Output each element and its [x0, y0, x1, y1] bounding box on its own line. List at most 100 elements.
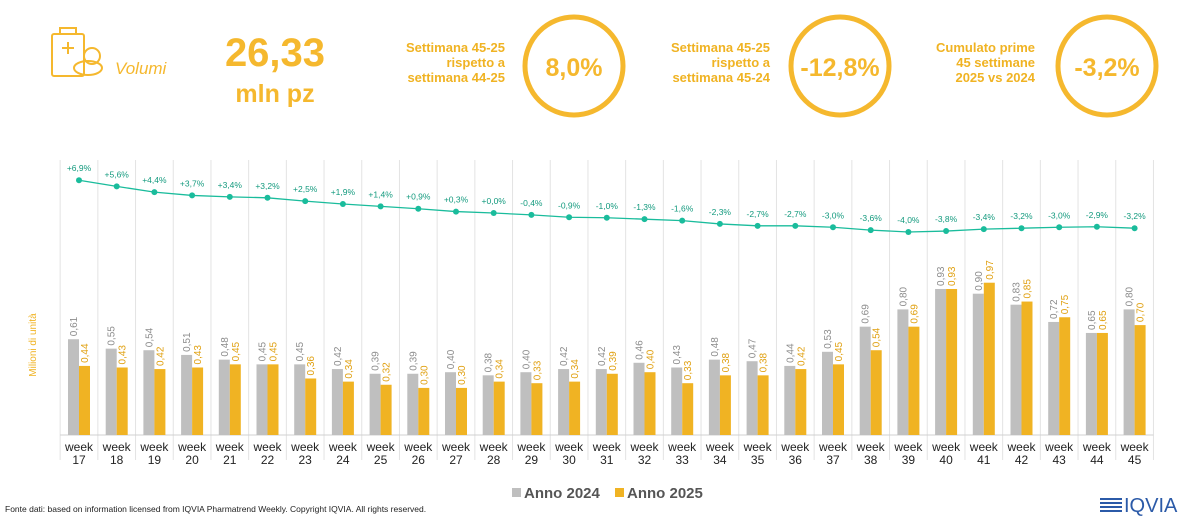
legend-swatch	[512, 488, 521, 497]
bar	[520, 372, 532, 435]
bar	[218, 359, 230, 435]
bar	[192, 367, 204, 435]
growth-point	[113, 183, 120, 190]
kpi-circle	[1055, 14, 1159, 118]
growth-label: +1,4%	[368, 189, 393, 199]
x-tick-label: week 18	[102, 440, 131, 467]
value-label: 0,69	[861, 304, 872, 324]
value-label: 0,75	[1060, 294, 1071, 314]
header-label: Volumi	[115, 59, 168, 78]
x-tick-label: week 24	[328, 440, 357, 467]
bar	[719, 375, 731, 435]
kpi-value: 8,0%	[546, 54, 603, 82]
bar	[68, 339, 79, 435]
value-label: 0,55	[107, 326, 118, 346]
x-tick-label: week 41	[969, 440, 998, 467]
growth-label: +0,0%	[482, 196, 507, 206]
growth-label: -3,2%	[1010, 211, 1033, 221]
growth-point	[528, 211, 535, 218]
bar	[105, 348, 117, 435]
bar	[305, 378, 317, 435]
x-tick-label: week 37	[818, 440, 847, 467]
x-tick-label: week 33	[668, 440, 697, 467]
growth-point	[490, 210, 497, 216]
bar	[1085, 332, 1097, 435]
growth-label: -4,0%	[897, 215, 920, 225]
value-label: 0,39	[608, 351, 619, 371]
value-label: 0,44	[80, 343, 91, 363]
x-tick-label: week 21	[215, 440, 244, 467]
value-label: 0,38	[759, 352, 770, 372]
bar	[682, 383, 694, 435]
bar	[418, 387, 430, 435]
growth-point	[754, 222, 761, 229]
x-tick-label: week 43	[1045, 440, 1074, 467]
growth-label: +3,2%	[255, 181, 280, 191]
value-label: 0,34	[570, 359, 581, 379]
bar	[972, 293, 984, 435]
value-label: 0,40	[446, 349, 457, 369]
growth-label: +3,7%	[180, 178, 205, 188]
kpi-circle	[788, 14, 892, 118]
value-label: 0,33	[532, 360, 543, 380]
bar	[407, 373, 419, 435]
x-tick-label: week 22	[253, 440, 282, 467]
x-tick-label: week 28	[479, 440, 508, 467]
x-tick-label: week 29	[517, 440, 546, 467]
kpi-text: Settimana 45-25 rispetto a settimana 44-…	[406, 40, 505, 85]
bar	[897, 309, 909, 435]
value-label: 0,93	[936, 266, 947, 286]
growth-point	[830, 224, 836, 231]
bar	[143, 350, 155, 435]
growth-label: +0,9%	[406, 192, 431, 202]
bar	[380, 384, 392, 435]
value-label: 0,43	[672, 345, 683, 365]
growth-label: -3,0%	[1048, 210, 1071, 220]
growth-point	[641, 216, 648, 223]
value-label: 0,42	[597, 346, 608, 366]
bar	[757, 375, 769, 435]
bar	[1059, 317, 1071, 435]
growth-point	[1093, 223, 1100, 230]
value-label: 0,65	[1098, 310, 1109, 330]
legend-label: Anno 2024	[524, 485, 601, 502]
bar	[569, 381, 581, 435]
bar	[482, 375, 494, 435]
value-label: 0,45	[231, 341, 242, 361]
kpi-value: -12,8%	[800, 54, 879, 82]
kpi-circle	[522, 14, 626, 118]
growth-point	[377, 203, 384, 210]
bar	[595, 369, 607, 435]
x-tick-label: week 42	[1007, 440, 1036, 467]
value-label: 0,34	[344, 359, 355, 379]
bar	[558, 369, 570, 435]
x-tick-label: week 39	[894, 440, 923, 467]
legend-swatch	[615, 488, 624, 497]
value-label: 0,54	[872, 327, 883, 347]
bar	[908, 326, 920, 435]
growth-point	[226, 193, 233, 200]
value-label: 0,42	[559, 346, 570, 366]
growth-label: +6,9%	[67, 163, 92, 173]
bar	[294, 364, 306, 435]
value-label: 0,42	[155, 346, 166, 366]
growth-label: -3,0%	[822, 210, 845, 220]
growth-label: -2,9%	[1086, 210, 1109, 220]
growth-point	[716, 220, 723, 227]
bar	[935, 288, 947, 435]
value-label: 0,45	[258, 341, 269, 361]
bar	[331, 369, 343, 435]
value-label: 0,38	[721, 352, 732, 372]
growth-point	[189, 192, 196, 199]
x-tick-label: week 35	[743, 440, 772, 467]
header-value: 26,33	[225, 31, 325, 75]
growth-point	[302, 198, 309, 205]
bar	[229, 364, 241, 435]
bar	[1021, 301, 1033, 435]
growth-point	[415, 205, 422, 212]
logo: IQVIA	[1124, 495, 1178, 517]
bar	[369, 373, 381, 435]
x-tick-label: week 26	[404, 440, 433, 467]
